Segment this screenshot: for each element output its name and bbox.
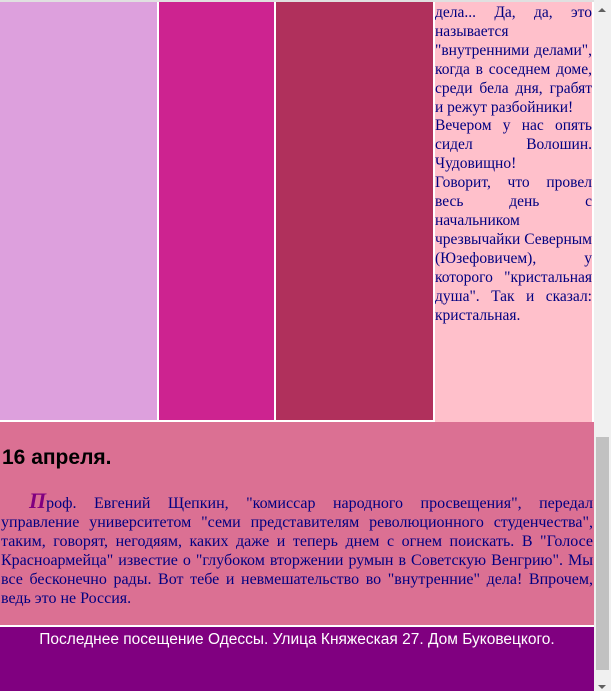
magenta-column [159,2,274,420]
scrollbar-thumb[interactable] [596,437,609,670]
scroll-down-arrow-icon[interactable] [598,685,606,689]
maroon-column [276,2,433,420]
drop-cap: П [29,488,47,513]
footer-text: Последнее посещение Одессы. Улица Княжес… [39,631,555,648]
entry-date: 16 апреля. [2,446,112,469]
vertical-scrollbar[interactable] [594,0,611,691]
entry-text: роф. Евгений Щепкин, "комиссар народного… [1,495,593,607]
top-border [0,0,594,2]
plum-column [0,2,157,420]
text-column: дела... Да, да, это называется "внутренн… [435,2,592,422]
column-paragraph: Говорит, что провел весь день с начальни… [435,174,592,324]
diary-entry: 16 апреля. Проф. Евгений Щепкин, "комисс… [0,422,594,625]
entry-body: Проф. Евгений Щепкин, "комиссар народног… [1,488,593,608]
footer: Последнее посещение Одессы. Улица Княжес… [0,627,594,691]
column-paragraph: дела... Да, да, это называется "внутренн… [435,4,592,116]
column-paragraph: Вечером у нас опять сидел Волошин. Чудов… [435,117,592,173]
scroll-up-arrow-icon[interactable] [598,8,606,12]
